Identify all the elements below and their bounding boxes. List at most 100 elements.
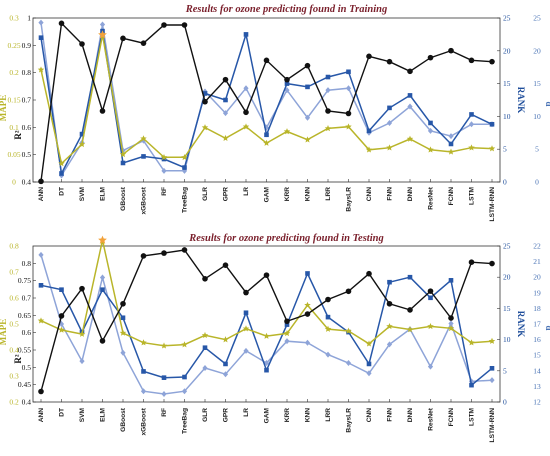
r2-point — [325, 108, 331, 114]
mape-point — [119, 329, 127, 336]
category-label: ELM — [100, 407, 107, 421]
category-label: ELM — [100, 186, 107, 200]
category-label: GLR — [202, 187, 209, 201]
d-series-line — [40, 22, 492, 178]
r2-tick-label: 0.45 — [18, 380, 31, 389]
d-point — [181, 388, 188, 395]
rank-point — [202, 91, 208, 96]
rank-point — [59, 287, 64, 292]
mape-point — [447, 148, 455, 155]
rank-point — [284, 81, 290, 86]
rank-tick-label: 0 — [503, 398, 507, 407]
rank-point — [141, 154, 146, 159]
rank-point — [182, 165, 187, 170]
category-label: xGBoost — [141, 186, 148, 214]
category-label: ANN — [38, 187, 45, 202]
mape-tick-label: 0.6 — [9, 294, 19, 303]
mape-point — [98, 235, 107, 244]
mape-point — [263, 332, 270, 339]
rank-axis-label: RANK — [516, 87, 526, 114]
d-point — [304, 114, 311, 121]
category-label: GLR — [202, 408, 209, 422]
r2-point — [366, 53, 372, 60]
d-point — [325, 351, 331, 358]
rank-point — [223, 361, 228, 367]
d-axis-label: d — [544, 101, 550, 106]
rank-point — [489, 121, 495, 127]
rank-point — [59, 171, 64, 176]
rank-point — [161, 156, 167, 162]
mape-point — [58, 160, 65, 167]
rank-point — [100, 287, 105, 292]
mape-point — [427, 146, 434, 153]
mape-tick-label: 0.2 — [9, 68, 19, 77]
rank-point — [489, 366, 495, 371]
r2-tick-label: 0.7 — [22, 96, 32, 105]
mape-point — [140, 339, 147, 346]
category-label: BaysLR — [346, 187, 353, 212]
mape-point — [160, 153, 168, 161]
mape-point — [222, 134, 229, 142]
rank-tick-label: 15 — [503, 304, 511, 313]
d-point — [284, 338, 290, 345]
r2-point — [468, 57, 475, 64]
r2-point — [284, 76, 290, 83]
mape-point — [365, 340, 373, 347]
d-axis-label: d — [544, 325, 550, 330]
d-point — [325, 87, 331, 94]
category-label: RF — [161, 408, 168, 417]
rank-point — [366, 128, 372, 134]
category-label: CNN — [366, 187, 373, 202]
mape-point — [119, 150, 127, 158]
category-label: GBoost — [120, 407, 127, 432]
mape-point — [406, 135, 414, 142]
mape-tick-label: 0.25 — [7, 41, 20, 50]
category-label: DT — [59, 187, 66, 196]
category-label: FNN — [387, 187, 394, 201]
r2-point — [386, 58, 393, 65]
category-label: RF — [161, 187, 168, 196]
r2-tick-label: 0.8 — [22, 259, 32, 268]
r2-point — [263, 57, 270, 64]
r2-point — [284, 318, 290, 325]
r2-tick-label: 0.55 — [18, 346, 31, 355]
r2-point — [407, 68, 413, 75]
d-tick-label: 0 — [535, 178, 539, 187]
r2-tick-label: 0.5 — [22, 363, 32, 372]
rank-point — [264, 132, 269, 138]
r2-axis-label: R² — [13, 130, 23, 139]
category-label: GAM — [264, 408, 271, 424]
mape-point — [98, 30, 107, 39]
r2-point — [181, 247, 188, 253]
r2-tick-label: 0.5 — [22, 150, 32, 159]
category-label: LRR — [325, 187, 332, 201]
r2-point — [304, 62, 311, 69]
category-label: KRR — [284, 408, 291, 423]
r2-point — [345, 110, 352, 117]
r2-series-line — [40, 21, 493, 182]
mape-point — [488, 337, 496, 344]
d-point — [161, 167, 167, 174]
mape-tick-label: 0.5 — [9, 320, 19, 329]
rank-tick-label: 25 — [503, 242, 511, 251]
r2-point — [243, 289, 249, 296]
category-label: ResNet — [428, 186, 435, 210]
rank-point — [428, 120, 433, 126]
r2-axis-label: R² — [13, 354, 23, 363]
r2-point — [140, 40, 147, 46]
r2-point — [448, 315, 454, 321]
category-label: GPR — [223, 187, 230, 202]
r2-tick-label: 0.65 — [18, 311, 31, 320]
r2-point — [38, 388, 44, 395]
rank-point — [387, 105, 392, 111]
r2-point — [489, 260, 495, 267]
category-label: DT — [59, 408, 66, 417]
rank-point — [325, 74, 331, 80]
mape-tick-label: 0.3 — [9, 14, 19, 23]
mape-point — [324, 125, 332, 132]
rank-point — [469, 382, 474, 388]
d-point — [38, 251, 44, 258]
panel-testing: Results for ozone predicting found in Te… — [0, 233, 550, 442]
category-label: LSTM — [469, 407, 476, 425]
